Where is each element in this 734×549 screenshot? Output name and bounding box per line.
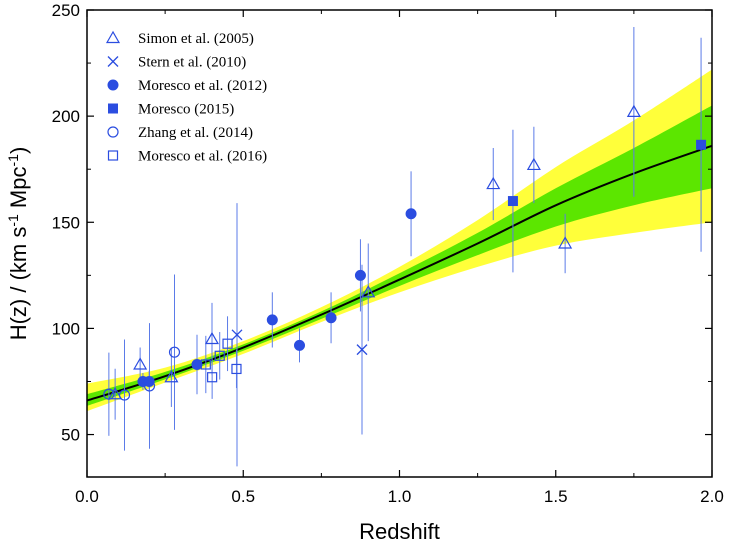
legend-item: Moresco (2015) [108,102,234,118]
x-tick-label: 1.0 [388,487,412,506]
data-point [108,387,123,400]
y-axis-title-exp2: -1 [5,154,21,167]
data-point [103,388,115,400]
data-point [558,236,573,249]
fit-line [86,144,713,402]
y-tick-label: 50 [61,426,80,445]
data-point [696,139,707,150]
legend-marker [107,56,119,67]
outer-confidence-band [87,69,712,412]
legend-label: Moresco et al. (2016) [138,149,267,165]
data-point [222,338,233,349]
legend-label: Moresco (2015) [138,102,234,118]
data-point [191,358,203,370]
legend-marker [105,30,121,44]
data-markers [103,104,707,401]
y-axis-title: H(z) / (km s-1 Mpc-1) [5,147,31,341]
y-axis-title-mid: Mpc [6,166,31,214]
data-point [361,285,376,298]
cross-stroke [231,329,243,341]
data-point [526,157,541,171]
data-point [168,346,181,358]
data-point [164,370,179,383]
x-tick-label: 0.5 [231,487,255,506]
legend-label: Simon et al. (2005) [138,31,254,47]
data-point [507,196,518,207]
y-axis-title-main: H(z) / (km s [6,227,31,341]
x-axis-title: Redshift [359,519,440,544]
cross-stroke [356,344,368,356]
cross-stroke [107,56,119,67]
legend-item: Moresco et al. (2016) [107,149,267,165]
best-fit-curve [86,144,713,402]
data-point [214,350,225,361]
data-point [325,312,337,324]
legend-item: Moresco et al. (2012) [107,78,267,94]
x-axis-ticks: 0.0 0.5 1.0 1.5 2.0 [75,10,724,506]
legend-label: Stern et al. (2010) [138,55,246,71]
x-tick-label: 0.0 [75,487,99,506]
legend-label: Moresco et al. (2012) [138,78,267,94]
y-tick-label: 200 [52,107,80,126]
data-point [356,344,368,356]
y-tick-label: 250 [52,1,80,20]
data-point [231,363,242,375]
legend-item: Zhang et al. (2014) [107,125,253,141]
legend-marker [107,150,119,161]
data-point [231,329,243,341]
data-point [294,339,305,351]
data-point [405,208,417,220]
legend-item: Stern et al. (2010) [107,55,246,71]
y-tick-label: 100 [52,319,80,338]
y-axis-ticks: 50 100 150 200 250 [52,1,712,445]
x-tick-label: 1.5 [544,487,568,506]
data-point [143,380,156,392]
legend-marker [107,79,119,91]
y-axis-title-exp1: -1 [5,214,21,227]
legend-marker [107,126,119,138]
data-point [204,331,220,345]
x-tick-label: 2.0 [700,487,724,506]
data-point [626,104,641,117]
data-point [133,357,148,370]
legend: Simon et al. (2005) Stern et al. (2010) Mo… [105,30,267,165]
data-point [207,372,218,383]
legend-label: Zhang et al. (2014) [138,125,253,141]
y-tick-label: 150 [52,213,80,232]
data-point [486,176,501,190]
data-point [200,359,211,370]
data-point [266,314,278,326]
y-axis-title-end: ) [6,147,31,154]
confidence-bands [87,69,712,412]
legend-marker [108,103,118,114]
data-point [118,389,131,401]
data-point [354,269,366,281]
legend-item: Simon et al. (2005) [105,30,254,47]
